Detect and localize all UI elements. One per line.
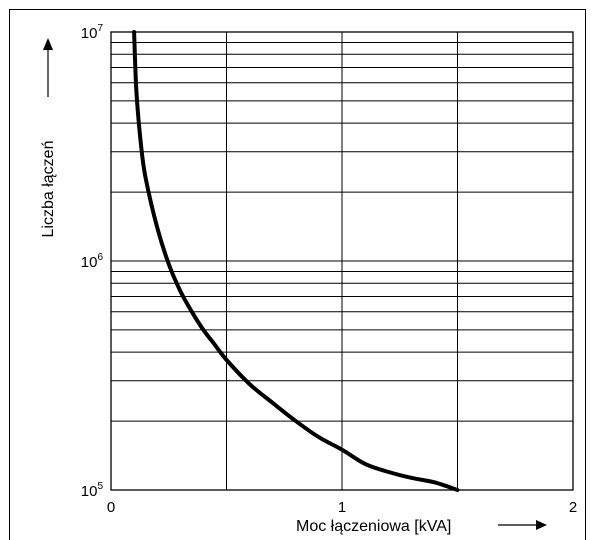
x-tick-label-2: 2 — [569, 499, 577, 516]
y-axis-label: Liczba łączeń — [40, 141, 57, 238]
y-axis-arrow-icon — [43, 38, 53, 97]
chart-frame — [9, 9, 586, 540]
grid — [110, 31, 574, 491]
y-tick-label-1: 106 — [81, 252, 104, 271]
x-tick-label-1: 1 — [338, 499, 346, 516]
x-axis-label: Moc łączeniowa [kVA] — [296, 518, 451, 535]
plot-border — [110, 31, 574, 491]
series-line — [132, 30, 460, 492]
y-tick-label-2: 107 — [81, 23, 104, 42]
plot-area-border — [110, 31, 574, 491]
x-axis-arrow-icon — [498, 520, 547, 530]
x-tick-label-0: 0 — [107, 499, 115, 516]
y-tick-label-0: 105 — [81, 481, 104, 500]
